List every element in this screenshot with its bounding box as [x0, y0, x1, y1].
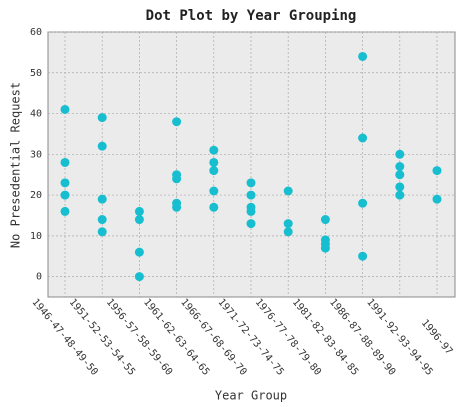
y-tick-label: 30	[30, 149, 42, 160]
dot	[60, 206, 70, 216]
chart-title: Dot Plot by Year Grouping	[146, 8, 357, 24]
dot	[209, 202, 219, 212]
dot	[395, 170, 405, 180]
dot	[432, 166, 442, 176]
x-axis-label: Year Group	[215, 389, 287, 403]
x-tick-label: 1991-92-93-94-95	[364, 297, 434, 378]
dot	[60, 178, 70, 188]
dot	[246, 190, 256, 200]
dot	[134, 247, 144, 257]
y-tick-label: 10	[30, 231, 42, 242]
x-tick-label: 1981-82-83-84-85	[290, 297, 360, 378]
dot	[358, 51, 368, 61]
dot	[358, 198, 368, 208]
dot	[172, 202, 182, 212]
dot	[395, 162, 405, 172]
y-tick-label: 60	[30, 27, 42, 38]
dot	[60, 157, 70, 167]
dot	[134, 206, 144, 216]
dot	[97, 227, 107, 237]
x-tick-label: 1946-47-48-49-50	[29, 297, 99, 378]
dot	[134, 272, 144, 282]
dot	[97, 194, 107, 204]
y-tick-label: 50	[30, 68, 42, 79]
x-tick-label: 1951-52-53-54-55	[67, 297, 137, 378]
x-tick-label: 1956-57-58-59-60	[104, 297, 174, 378]
x-tick-label: 1966-67-68-69-70	[178, 297, 248, 378]
dot	[320, 215, 330, 225]
dot	[97, 141, 107, 151]
dot	[283, 227, 293, 237]
x-tick-label: 1996-97	[419, 318, 455, 357]
x-tick-label: 1961-62-63-64-65	[141, 297, 211, 378]
dot	[358, 251, 368, 261]
dot	[432, 194, 442, 204]
dot	[395, 190, 405, 200]
plot-area	[47, 31, 456, 298]
dot	[358, 133, 368, 143]
dot	[60, 190, 70, 200]
dot	[209, 157, 219, 167]
y-axis-label: No Presedential Request	[9, 82, 23, 248]
dot	[283, 186, 293, 196]
y-tick-label: 20	[30, 190, 42, 201]
dot	[395, 182, 405, 192]
dot	[97, 215, 107, 225]
dot	[320, 243, 330, 253]
dot	[209, 145, 219, 155]
dot	[395, 149, 405, 159]
dot	[209, 186, 219, 196]
dot	[283, 219, 293, 229]
dot	[172, 174, 182, 184]
dot	[246, 219, 256, 229]
dot	[209, 166, 219, 176]
x-tick-label: 1971-72-73-74-75	[215, 297, 285, 378]
dot	[172, 117, 182, 127]
dot	[134, 215, 144, 225]
dot	[97, 113, 107, 123]
dot	[60, 104, 70, 114]
y-tick-label: 0	[36, 272, 42, 283]
dot	[246, 206, 256, 216]
y-tick-label: 40	[30, 109, 42, 120]
x-tick-label: 1986-87-88-89-90	[327, 297, 397, 378]
dot	[246, 178, 256, 188]
x-tick-label: 1976-77-78-79-80	[253, 297, 323, 378]
